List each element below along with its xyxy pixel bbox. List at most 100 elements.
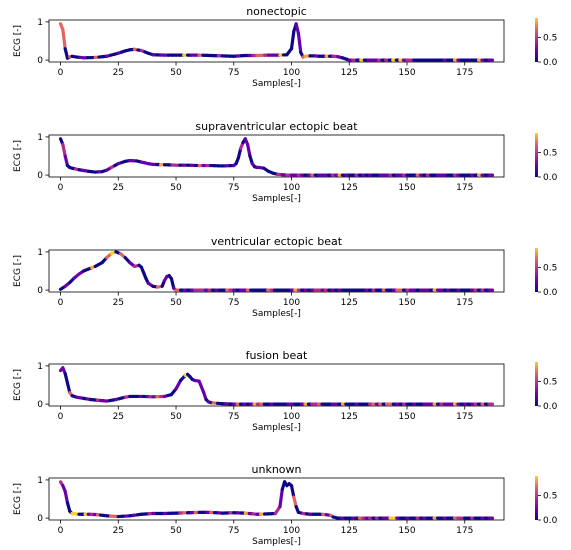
x-tick-label: 100 (283, 183, 300, 193)
colorbar-tick-label: 0.5 (543, 34, 557, 44)
series-segment (61, 27, 67, 51)
series-segment (61, 142, 67, 158)
x-tick-label: 75 (228, 412, 239, 422)
series-segment (294, 22, 301, 35)
x-tick-label: 0 (58, 298, 64, 308)
colorbar (535, 133, 538, 177)
series-segment (65, 381, 72, 395)
x-tick-label: 175 (456, 298, 473, 308)
x-axis-label: Samples[-] (252, 537, 301, 547)
x-tick-label: 50 (170, 68, 182, 78)
x-tick-label: 150 (398, 183, 415, 193)
y-tick-label: 1 (37, 476, 43, 486)
x-tick-label: 100 (283, 412, 300, 422)
x-tick-label: 75 (228, 526, 239, 536)
y-tick-label: 0 (37, 400, 43, 410)
colorbar-tick-label: 0.5 (543, 149, 557, 159)
y-tick-label: 0 (37, 286, 43, 296)
series-segment (289, 29, 296, 51)
colorbar-tick-label: 0.0 (543, 173, 558, 183)
x-tick-label: 125 (341, 68, 358, 78)
x-tick-label: 25 (113, 412, 124, 422)
x-axis-label: Samples[-] (252, 309, 301, 319)
panel-2: ventricular ectopic beat 0 25 50 75 100 125 150… (13, 235, 558, 319)
y-axis-label: ECG [-] (13, 25, 23, 57)
panel-title: unknown (252, 463, 302, 476)
y-axis-label: ECG [-] (13, 369, 23, 401)
axes-frame (48, 363, 505, 407)
series-line (58, 22, 495, 62)
series-line (58, 137, 495, 177)
colorbar (535, 362, 538, 406)
series-segment (289, 484, 296, 499)
x-tick-label: 125 (341, 526, 358, 536)
y-tick-label: 0 (37, 514, 43, 524)
series-segment (63, 489, 70, 505)
x-tick-label: 50 (170, 526, 182, 536)
panel-0: nonectopic 0 25 50 75 100 125 150 175 0 1 Samples[-… (13, 5, 558, 89)
axes-frame (48, 477, 505, 521)
x-tick-label: 175 (456, 68, 473, 78)
x-tick-label: 100 (283, 526, 300, 536)
x-tick-label: 125 (341, 412, 358, 422)
x-tick-label: 0 (58, 183, 64, 193)
colorbar-tick-label: 0.5 (543, 378, 557, 388)
x-tick-label: 100 (283, 298, 300, 308)
panel-title: supraventricular ectopic beat (195, 120, 358, 133)
y-tick-label: 1 (37, 248, 43, 258)
series-line (58, 366, 495, 406)
y-tick-label: 0 (37, 56, 43, 66)
series-segment (63, 154, 70, 168)
panel-title: ventricular ectopic beat (211, 235, 343, 248)
x-tick-label: 25 (113, 68, 124, 78)
series-segment (197, 379, 206, 395)
colorbar-tick-label: 0.0 (543, 58, 558, 68)
panel-title: nonectopic (246, 5, 307, 18)
x-tick-label: 0 (58, 526, 64, 536)
axes-frame (48, 134, 505, 178)
series-segment (246, 142, 252, 158)
x-tick-label: 75 (228, 183, 239, 193)
series-segment (278, 487, 284, 509)
colorbar (535, 248, 538, 292)
y-tick-label: 1 (37, 362, 43, 372)
x-tick-label: 50 (170, 183, 182, 193)
x-tick-label: 125 (341, 298, 358, 308)
series-segment (236, 146, 243, 160)
colorbar-tick-label: 0.0 (543, 402, 558, 412)
colorbar-tick-label: 0.0 (543, 516, 558, 526)
x-tick-label: 25 (113, 526, 124, 536)
x-tick-label: 150 (398, 526, 415, 536)
series-segment (169, 277, 176, 290)
x-tick-label: 150 (398, 68, 415, 78)
panel-title: fusion beat (246, 349, 308, 362)
x-tick-label: 0 (58, 412, 64, 422)
colorbar-tick-label: 0.5 (543, 492, 557, 502)
x-tick-label: 175 (456, 526, 473, 536)
x-tick-label: 0 (58, 68, 64, 78)
x-tick-label: 75 (228, 298, 239, 308)
series-line (58, 480, 495, 520)
x-tick-label: 150 (398, 298, 415, 308)
x-tick-label: 25 (113, 298, 124, 308)
panel-4: unknown 0 25 50 75 100 125 150 175 0 1 Samples[-] EC… (13, 463, 558, 547)
x-tick-label: 125 (341, 183, 358, 193)
colorbar-tick-label: 0.5 (543, 264, 557, 274)
series-segment (296, 31, 303, 55)
colorbar (535, 476, 538, 520)
series-line (58, 250, 495, 292)
y-axis-label: ECG [-] (13, 255, 23, 287)
panel-1: supraventricular ectopic beat 0 25 50 75 100 1… (13, 120, 558, 204)
x-tick-label: 100 (283, 68, 300, 78)
x-tick-label: 150 (398, 412, 415, 422)
x-tick-label: 50 (170, 412, 182, 422)
y-tick-label: 1 (37, 133, 43, 143)
x-tick-label: 50 (170, 298, 182, 308)
x-axis-label: Samples[-] (252, 423, 301, 433)
y-axis-label: ECG [-] (13, 140, 23, 172)
x-tick-label: 25 (113, 183, 124, 193)
x-tick-label: 175 (456, 412, 473, 422)
colorbar-tick-label: 0.0 (543, 288, 558, 298)
x-axis-label: Samples[-] (252, 79, 301, 89)
